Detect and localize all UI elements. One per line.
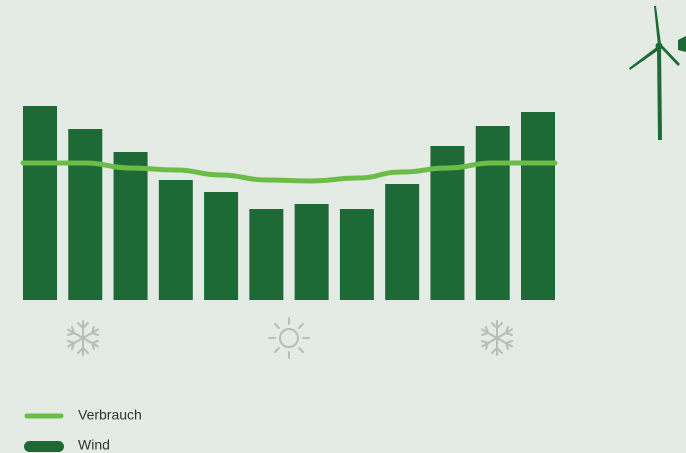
bar (249, 209, 284, 300)
bar (68, 129, 103, 300)
bar (475, 126, 510, 300)
bar (204, 192, 239, 300)
bar (385, 184, 420, 300)
line (20, 160, 558, 184)
bar (23, 106, 57, 300)
bar (158, 180, 193, 300)
bar (339, 209, 374, 300)
plot (20, 106, 558, 300)
snowflake-icon (481, 320, 513, 356)
bar (294, 204, 329, 300)
legend-label: Verbrauch (78, 407, 142, 423)
snowflake-icon (67, 320, 99, 356)
legend-label: Wind (78, 437, 110, 453)
legend: Verbrauch Wind (24, 407, 142, 453)
season-icons (67, 317, 513, 359)
bar (521, 112, 555, 300)
legend-swatch-wind (24, 441, 64, 452)
bar (430, 146, 465, 300)
bar (113, 152, 148, 300)
wind-turbine (629, 6, 686, 140)
sun-icon (268, 317, 310, 359)
